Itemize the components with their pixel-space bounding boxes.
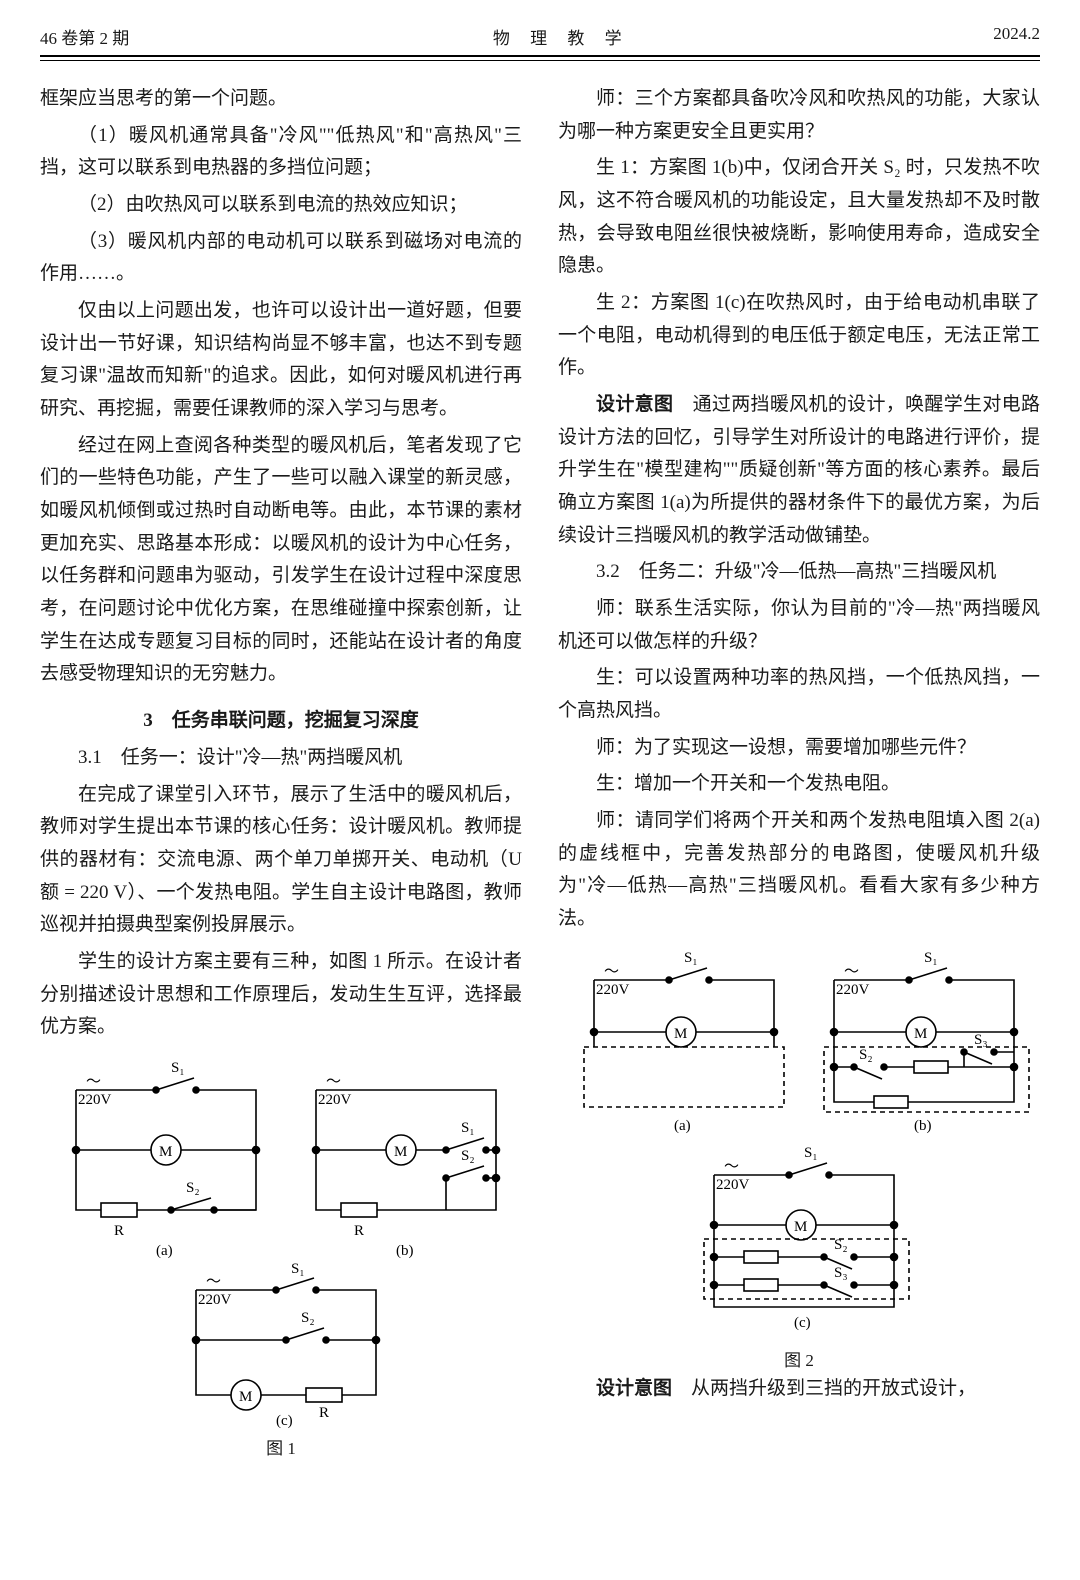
- para: 学生的设计方案主要有三种，如图 1 所示。在设计者分别描述设计思想和工作原理后，…: [40, 946, 522, 1044]
- svg-text:220V: 220V: [78, 1092, 112, 1108]
- para: 仅由以上问题出发，也许可以设计出一道好题，但要设计出一节好课，知识结构尚显不够丰…: [40, 295, 522, 426]
- para: 3.1 任务一：设计"冷—热"两挡暖风机: [40, 742, 522, 775]
- para: 生：可以设置两种功率的热风挡，一个低热风挡，一个高热风挡。: [558, 662, 1040, 727]
- svg-text:S₂: S₂: [461, 1148, 475, 1164]
- bold-label: 设计意图: [596, 394, 673, 415]
- svg-text:M: M: [674, 1026, 687, 1042]
- figure-2-caption: 图 2: [558, 1346, 1040, 1371]
- para: 生 2：方案图 1(c)在吹热风时，由于给电动机串联了一个电阻，电动机得到的电压…: [558, 287, 1040, 385]
- figure-1-svg: S₁ 〜 220V M R S₂: [46, 1050, 516, 1430]
- header-rule: [40, 55, 1040, 61]
- para: 师：为了实现这一设想，需要增加哪些元件？: [558, 732, 1040, 765]
- figure-1: S₁ 〜 220V M R S₂: [40, 1050, 522, 1459]
- svg-text:220V: 220V: [596, 982, 630, 998]
- svg-text:(a): (a): [674, 1118, 691, 1134]
- para: 师：三个方案都具备吹冷风和吹热风的功能，大家认为哪一种方案更安全且更实用？: [558, 83, 1040, 148]
- svg-text:〜: 〜: [724, 1159, 739, 1175]
- svg-text:(c): (c): [276, 1413, 293, 1429]
- bold-label: 设计意图: [596, 1378, 672, 1399]
- section-heading: 3 任务串联问题，挖掘复习深度: [40, 705, 522, 732]
- figure-2-svg: S₁ 〜 220V M (a): [564, 942, 1034, 1342]
- para: 在完成了课堂引入环节，展示了生活中的暖风机后，教师对学生提出本节课的核心任务：设…: [40, 779, 522, 942]
- svg-text:M: M: [794, 1219, 807, 1235]
- para: 框架应当思考的第一个问题。: [40, 83, 522, 116]
- svg-text:S₂: S₂: [859, 1047, 873, 1063]
- svg-text:S₁: S₁: [171, 1060, 185, 1076]
- svg-text:S₃: S₃: [974, 1032, 988, 1048]
- svg-text:M: M: [159, 1144, 172, 1160]
- page-header: 46 卷第 2 期 物 理 教 学 2024.2: [40, 24, 1040, 55]
- para-tail: 通过两挡暖风机的设计，唤醒学生对电路设计方法的回忆，引导学生对所设计的电路进行评…: [558, 394, 1040, 546]
- para: 3.2 任务二：升级"冷—低热—高热"三挡暖风机: [558, 556, 1040, 589]
- para: 师：联系生活实际，你认为目前的"冷—热"两挡暖风机还可以做怎样的升级？: [558, 593, 1040, 658]
- svg-text:M: M: [914, 1026, 927, 1042]
- svg-text:(b): (b): [396, 1243, 414, 1259]
- para: 师：请同学们将两个开关和两个发热电阻填入图 2(a)的虚线框中，完善发热部分的电…: [558, 805, 1040, 936]
- svg-text:M: M: [394, 1144, 407, 1160]
- right-column: 师：三个方案都具备吹冷风和吹热风的功能，大家认为哪一种方案更安全且更实用？ 生 …: [558, 83, 1040, 1461]
- svg-text:220V: 220V: [318, 1092, 352, 1108]
- header-right: 2024.2: [993, 24, 1040, 49]
- svg-text:S₂: S₂: [834, 1237, 848, 1253]
- svg-text:〜: 〜: [326, 1074, 341, 1090]
- svg-text:(b): (b): [914, 1118, 932, 1134]
- figure-2: S₁ 〜 220V M (a): [558, 942, 1040, 1371]
- svg-text:S₃: S₃: [834, 1265, 848, 1281]
- para: 生：增加一个开关和一个发热电阻。: [558, 768, 1040, 801]
- svg-text:S₁: S₁: [924, 950, 938, 966]
- svg-text:〜: 〜: [604, 964, 619, 980]
- para: （2）由吹热风可以联系到电流的热效应知识；: [40, 189, 522, 222]
- svg-text:R: R: [354, 1223, 364, 1239]
- svg-text:S₁: S₁: [804, 1145, 818, 1161]
- para: （1）暖风机通常具备"冷风""低热风"和"高热风"三挡，这可以联系到电热器的多挡…: [40, 120, 522, 185]
- para: 设计意图 通过两挡暖风机的设计，唤醒学生对电路设计方法的回忆，引导学生对所设计的…: [558, 389, 1040, 552]
- para: （3）暖风机内部的电动机可以联系到磁场对电流的作用……。: [40, 226, 522, 291]
- svg-text:(c): (c): [794, 1315, 811, 1331]
- svg-text:220V: 220V: [836, 982, 870, 998]
- para: 经过在网上查阅各种类型的暖风机后，笔者发现了它们的一些特色功能，产生了一些可以融…: [40, 430, 522, 691]
- para: 生 1：方案图 1(b)中，仅闭合开关 S₂ 时，只发热不吹风，这不符合暖风机的…: [558, 152, 1040, 283]
- svg-text:R: R: [114, 1223, 124, 1239]
- svg-text:S₂: S₂: [186, 1180, 200, 1196]
- para: 设计意图 从两挡升级到三挡的开放式设计，: [558, 1373, 1040, 1406]
- svg-text:S₁: S₁: [461, 1120, 475, 1136]
- svg-text:〜: 〜: [206, 1274, 221, 1290]
- two-column-layout: 框架应当思考的第一个问题。 （1）暖风机通常具备"冷风""低热风"和"高热风"三…: [40, 83, 1040, 1461]
- svg-text:S₁: S₁: [291, 1261, 305, 1277]
- svg-text:R: R: [319, 1405, 329, 1421]
- svg-text:〜: 〜: [86, 1074, 101, 1090]
- para-tail: 从两挡升级到三挡的开放式设计，: [672, 1378, 976, 1399]
- svg-text:M: M: [239, 1389, 252, 1405]
- svg-text:〜: 〜: [844, 964, 859, 980]
- figure-1-caption: 图 1: [40, 1434, 522, 1459]
- svg-text:(a): (a): [156, 1243, 173, 1259]
- svg-text:220V: 220V: [198, 1292, 232, 1308]
- svg-text:S₂: S₂: [301, 1310, 315, 1326]
- svg-text:S₁: S₁: [684, 950, 698, 966]
- header-center: 物 理 教 学: [493, 24, 630, 49]
- header-left: 46 卷第 2 期: [40, 24, 129, 49]
- svg-text:220V: 220V: [716, 1177, 750, 1193]
- left-column: 框架应当思考的第一个问题。 （1）暖风机通常具备"冷风""低热风"和"高热风"三…: [40, 83, 522, 1461]
